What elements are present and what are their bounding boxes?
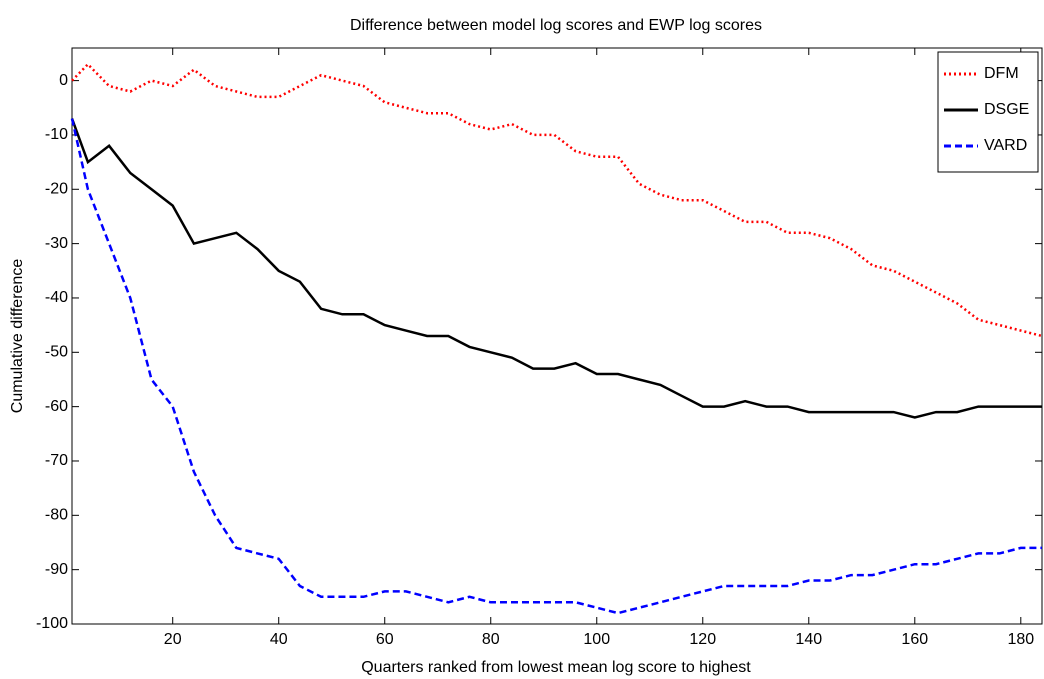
y-tick-label: -10 <box>45 126 68 143</box>
legend: DFM DSGE VARD <box>937 51 1039 173</box>
chart-title: Difference between model log scores and … <box>350 17 762 34</box>
y-tick-label: -100 <box>36 615 68 632</box>
x-tick-label: 40 <box>270 631 288 648</box>
legend-label: VARD <box>984 137 1027 154</box>
x-tick-label: 100 <box>583 631 610 648</box>
legend-label: DFM <box>984 65 1019 82</box>
legend-box <box>937 51 1039 173</box>
x-tick-label: 120 <box>689 631 716 648</box>
x-tick-label: 80 <box>482 631 500 648</box>
y-tick-label: -80 <box>45 507 68 524</box>
x-tick-label: 140 <box>795 631 822 648</box>
y-axis-label: Cumulative difference <box>9 259 26 414</box>
x-axis-label: Quarters ranked from lowest mean log sco… <box>361 659 751 676</box>
x-tick-label: 180 <box>1007 631 1034 648</box>
plot-frame <box>71 47 1043 625</box>
y-tick-label: 0 <box>59 72 68 89</box>
series-line <box>70 118 1042 615</box>
y-tick-label: -50 <box>45 344 68 361</box>
y-tick-label: -60 <box>45 398 68 415</box>
y-tick-label: -20 <box>45 181 68 198</box>
series-line <box>71 62 1043 338</box>
y-tick-label: -70 <box>45 452 68 469</box>
y-tick-label: -90 <box>45 561 68 578</box>
x-tick-label: 20 <box>164 631 182 648</box>
x-tick-label: 60 <box>376 631 394 648</box>
y-tick-label: -30 <box>45 235 68 252</box>
x-tick-label: 160 <box>901 631 928 648</box>
y-tick-label: -40 <box>45 289 68 306</box>
series-line <box>70 118 1042 419</box>
legend-label: DSGE <box>984 101 1029 118</box>
